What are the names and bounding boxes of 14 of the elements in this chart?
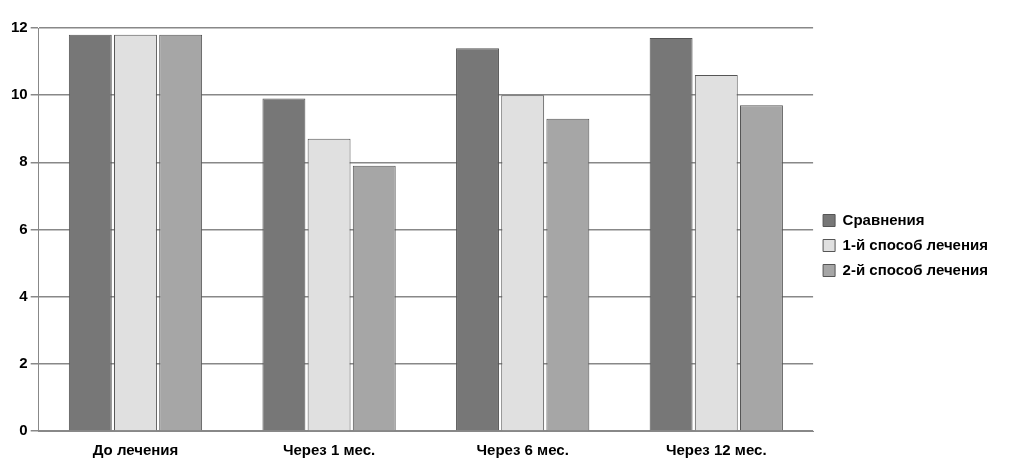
y-tick-label: 0 bbox=[19, 421, 28, 439]
y-tick-label: 10 bbox=[11, 85, 28, 103]
x-tick-label: Через 6 мес. bbox=[476, 441, 569, 459]
legend-label: Сравнения bbox=[842, 210, 925, 228]
x-tick-label: До лечения bbox=[92, 441, 179, 459]
x-tick-label: Через 12 мес. bbox=[665, 441, 767, 459]
legend-label: 2-й способ лечения bbox=[842, 260, 989, 278]
y-tick-label: 12 bbox=[11, 18, 28, 36]
x-tick-label: Через 1 мес. bbox=[282, 441, 376, 459]
y-tick-label: 2 bbox=[19, 353, 28, 371]
y-tick-label: 6 bbox=[19, 219, 28, 237]
y-tick-label: 8 bbox=[19, 152, 28, 170]
legend-label: 1-й способ лечения bbox=[842, 235, 989, 253]
y-tick-label: 4 bbox=[19, 286, 29, 304]
